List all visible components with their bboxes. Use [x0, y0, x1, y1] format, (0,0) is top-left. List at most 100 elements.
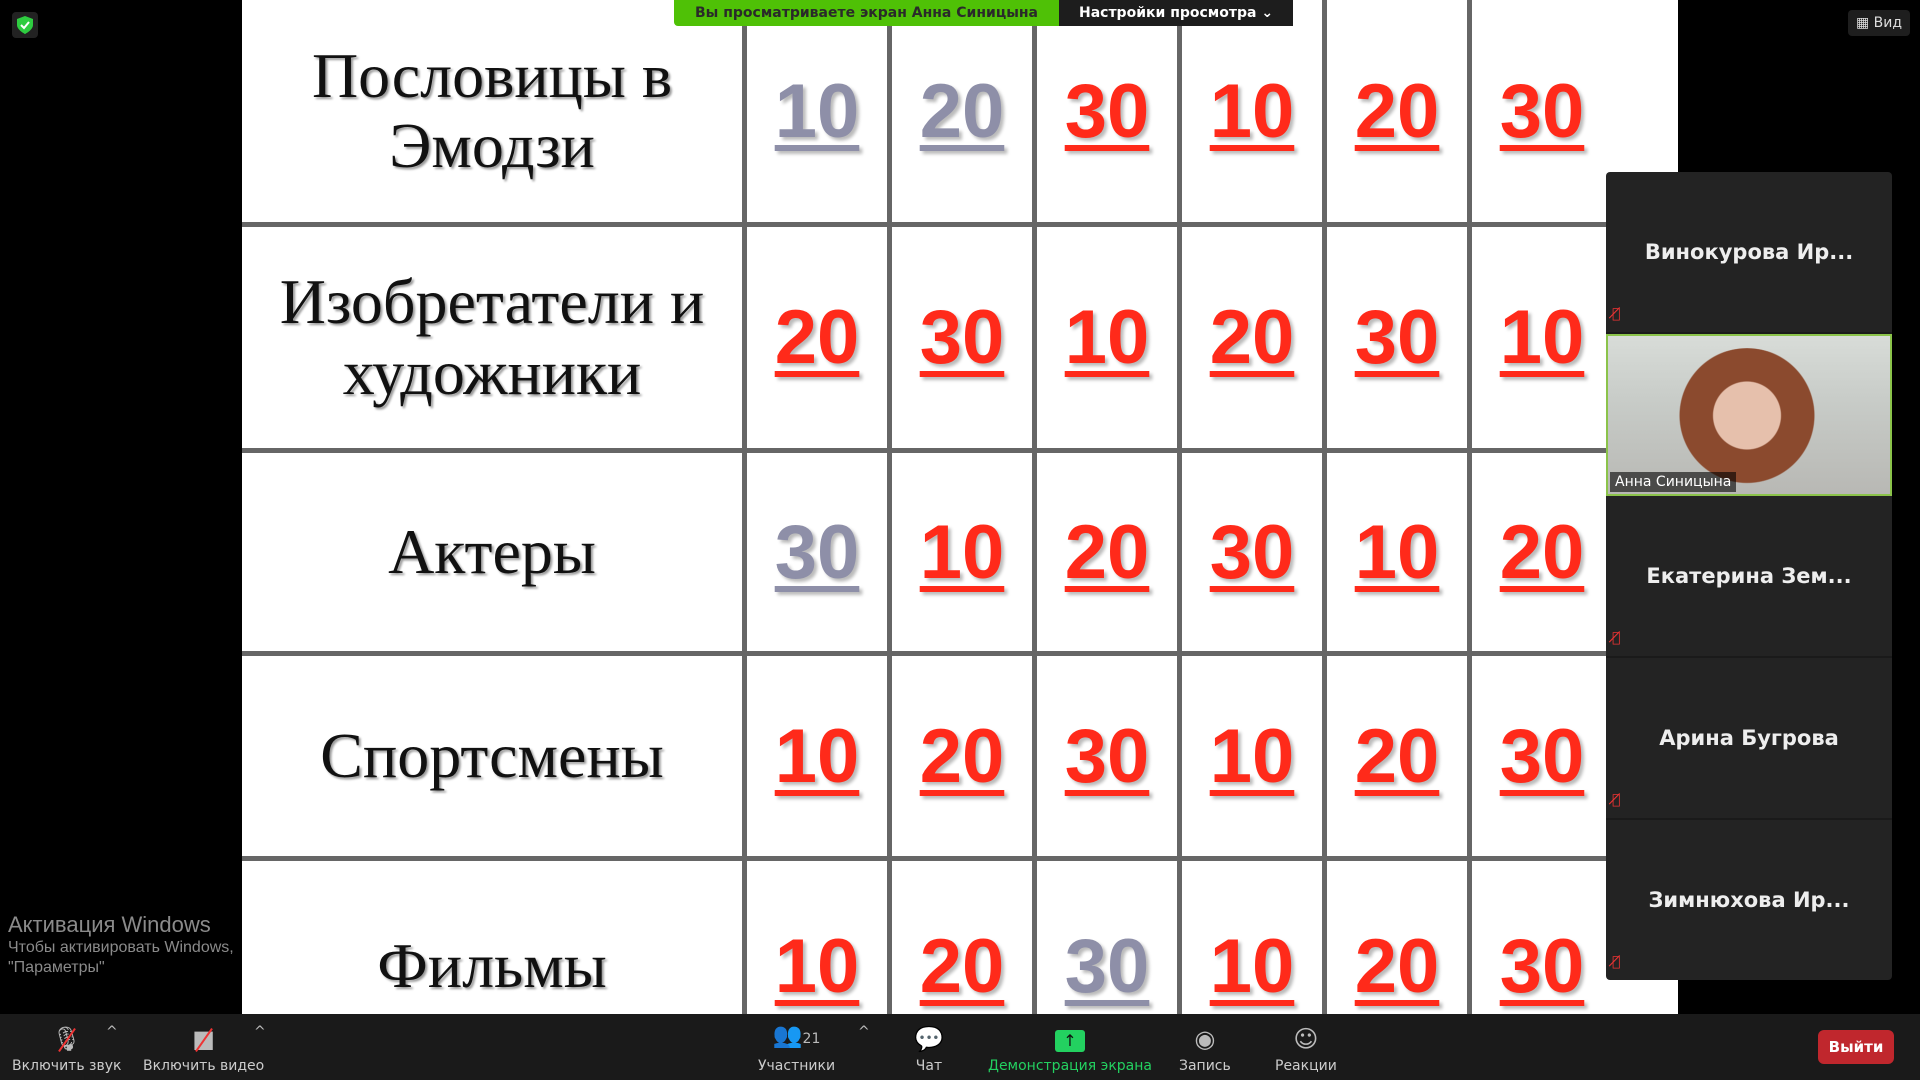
viewing-label: Вы просматриваете экран Анна Синицына — [674, 0, 1059, 26]
participant-tile[interactable]: Винокурова Ир... 🎙̸ — [1606, 172, 1892, 334]
point-value: 10 — [919, 509, 1005, 595]
category-cell: Актеры — [242, 453, 742, 651]
chat-button[interactable]: 💬 Чат — [914, 1025, 944, 1074]
muted-mic-icon: 🎙̸ — [1612, 306, 1621, 322]
participant-tile[interactable]: Анна Синицына — [1606, 334, 1892, 498]
point-value: 10 — [1499, 295, 1585, 380]
question-cell[interactable]: 10 — [747, 861, 887, 1014]
question-cell[interactable]: 30 — [1037, 656, 1177, 856]
participant-name: Екатерина Зем... — [1646, 564, 1852, 588]
point-value: 10 — [1209, 923, 1295, 1009]
question-cell[interactable]: 20 — [1327, 861, 1467, 1014]
question-cell[interactable]: 20 — [1182, 227, 1322, 448]
question-cell[interactable]: 10 — [1182, 656, 1322, 856]
jeopardy-board: Пословицы в Эмодзи 10 20 30 10 20 30 Изобретате… — [242, 0, 1612, 1014]
point-value: 10 — [1209, 68, 1295, 154]
share-screen-button[interactable]: ↑ Демонстрация экрана — [988, 1030, 1152, 1074]
point-value: 20 — [774, 295, 860, 380]
view-options-button[interactable]: Настройки просмотра ⌄ — [1058, 0, 1294, 26]
point-value: 30 — [1064, 713, 1150, 799]
point-value: 20 — [919, 68, 1005, 154]
question-cell[interactable]: 20 — [1327, 656, 1467, 856]
muted-mic-icon: 🎙̸ — [1612, 954, 1621, 970]
participant-name: Винокурова Ир... — [1644, 240, 1854, 264]
question-cell[interactable]: 10 — [1182, 861, 1322, 1014]
category-cell: Спортсмены — [242, 656, 742, 856]
participants-options-caret[interactable]: ^ — [858, 1024, 870, 1040]
participant-tile[interactable]: Екатерина Зем... 🎙̸ — [1606, 496, 1892, 658]
question-cell[interactable]: 20 — [892, 656, 1032, 856]
muted-mic-icon: 🎙̸ — [1612, 792, 1621, 808]
start-video-button[interactable]: ■Включить видео — [143, 1014, 264, 1080]
question-cell[interactable]: 20 — [747, 227, 887, 448]
participants-button[interactable]: 👥21 Участники — [758, 1021, 836, 1074]
reactions-button[interactable]: ☺ Реакции — [1275, 1025, 1337, 1074]
view-button[interactable]: ▦ Вид — [1847, 10, 1910, 36]
point-value: 30 — [774, 509, 860, 595]
screen-share-banner: Вы просматриваете экран Анна Синицына На… — [674, 0, 1294, 26]
participant-tile[interactable]: Арина Бугрова 🎙̸ — [1606, 658, 1892, 820]
point-value: 20 — [1499, 509, 1585, 595]
participant-name: Анна Синицына — [1610, 472, 1737, 492]
point-value: 20 — [1354, 68, 1440, 154]
participant-name: Арина Бугрова — [1659, 726, 1839, 750]
audio-options-caret[interactable]: ^ — [106, 1024, 118, 1040]
question-cell[interactable]: 20 — [1037, 453, 1177, 651]
meeting-toolbar: 🎙Включить звук ^ ■Включить видео ^ 👥21Уч… — [0, 1014, 1920, 1080]
point-value: 10 — [774, 68, 860, 154]
question-cell[interactable]: 10 — [1037, 227, 1177, 448]
security-shield-icon[interactable] — [12, 12, 38, 38]
chat-icon: 💬 — [914, 1025, 944, 1053]
category-cell: Пословицы в Эмодзи — [242, 0, 742, 222]
question-cell[interactable]: 30 — [1327, 227, 1467, 448]
muted-mic-icon: 🎙̸ — [1612, 630, 1621, 646]
category-cell: Фильмы — [242, 861, 742, 1014]
question-cell[interactable]: 20 — [1472, 453, 1612, 651]
shared-screen: Пословицы в Эмодзи 10 20 30 10 20 30 Изобретате… — [242, 0, 1678, 1014]
question-cell[interactable]: 20 — [1327, 0, 1467, 222]
windows-activation-watermark: Активация Windows Чтобы активировать Win… — [8, 912, 234, 976]
question-cell[interactable]: 20 — [892, 0, 1032, 222]
point-value: 30 — [1064, 923, 1150, 1009]
point-value: 20 — [1354, 923, 1440, 1009]
video-options-caret[interactable]: ^ — [254, 1024, 266, 1040]
point-value: 30 — [1499, 68, 1585, 154]
record-button[interactable]: ◉ Запись — [1179, 1025, 1231, 1074]
question-cell[interactable]: 30 — [747, 453, 887, 651]
question-cell[interactable]: 30 — [1037, 861, 1177, 1014]
point-value: 10 — [774, 923, 860, 1009]
participant-name: Зимнюхова Ир... — [1648, 888, 1850, 912]
point-value: 30 — [1499, 923, 1585, 1009]
question-cell[interactable]: 10 — [892, 453, 1032, 651]
question-cell[interactable]: 10 — [747, 656, 887, 856]
question-cell[interactable]: 10 — [1472, 227, 1612, 448]
leave-button[interactable]: Выйти — [1818, 1030, 1894, 1064]
question-cell[interactable]: 30 — [1472, 656, 1612, 856]
question-cell[interactable]: 30 — [892, 227, 1032, 448]
share-screen-icon: ↑ — [1055, 1030, 1085, 1052]
question-cell[interactable]: 30 — [1472, 0, 1612, 222]
participant-tile[interactable]: Зимнюхова Ир... 🎙̸ — [1606, 820, 1892, 980]
question-cell[interactable]: 10 — [747, 0, 887, 222]
point-value: 10 — [1064, 295, 1150, 380]
unmute-button[interactable]: 🎙Включить звук — [12, 1014, 121, 1080]
point-value: 20 — [1064, 509, 1150, 595]
point-value: 20 — [919, 923, 1005, 1009]
category-cell: Изобретатели и художники — [242, 227, 742, 448]
video-off-icon: ■ — [192, 1026, 215, 1053]
question-cell[interactable]: 30 — [1182, 453, 1322, 651]
point-value: 20 — [1209, 295, 1295, 380]
point-value: 10 — [1354, 509, 1440, 595]
question-cell[interactable]: 20 — [892, 861, 1032, 1014]
question-cell[interactable]: 10 — [1182, 0, 1322, 222]
question-cell[interactable]: 30 — [1037, 0, 1177, 222]
point-value: 10 — [774, 713, 860, 799]
question-cell[interactable]: 10 — [1327, 453, 1467, 651]
record-icon: ◉ — [1194, 1025, 1216, 1053]
participant-video-panel: Винокурова Ир... 🎙̸ Анна Синицына Екатерина… — [1606, 172, 1892, 980]
point-value: 30 — [1064, 68, 1150, 154]
point-value: 30 — [1499, 713, 1585, 799]
question-cell[interactable]: 30 — [1472, 861, 1612, 1014]
point-value: 20 — [919, 713, 1005, 799]
point-value: 10 — [1209, 713, 1295, 799]
